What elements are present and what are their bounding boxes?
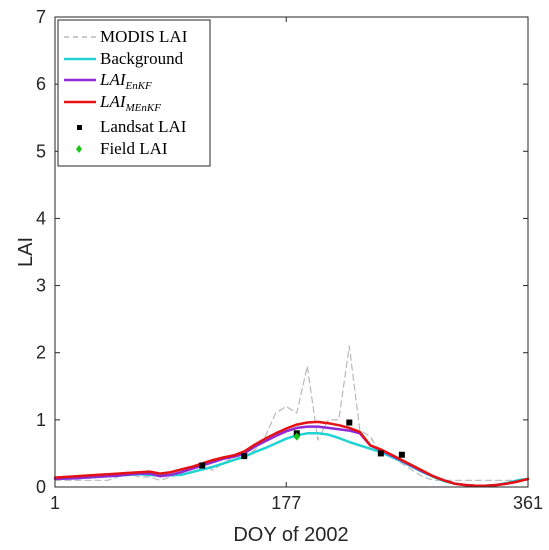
x-tick-label: 1 bbox=[50, 493, 60, 513]
legend-label-menkf: LAIMEnKF bbox=[99, 92, 161, 114]
legend-label-enkf-main: LAI bbox=[99, 70, 127, 89]
x-tick-label: 177 bbox=[271, 493, 301, 513]
landsat-lai-point bbox=[398, 451, 405, 458]
legend-label-background: Background bbox=[100, 49, 184, 68]
legend-label-enkf: LAIEnKF bbox=[99, 70, 152, 92]
y-tick-label: 4 bbox=[36, 208, 46, 228]
legend-swatch-landsat bbox=[77, 125, 82, 130]
legend: MODIS LAI Background LAIEnKF LAIMEnKF La… bbox=[57, 19, 211, 167]
y-tick-label: 1 bbox=[36, 410, 46, 430]
legend-label-menkf-main: LAI bbox=[99, 92, 127, 111]
y-tick-label: 5 bbox=[36, 141, 46, 161]
y-tick-label: 3 bbox=[36, 276, 46, 296]
series-layer bbox=[53, 345, 530, 487]
landsat-lai-point bbox=[241, 453, 248, 460]
legend-swatch-field bbox=[76, 145, 82, 153]
legend-box bbox=[57, 19, 211, 167]
landsat-lai-point bbox=[377, 450, 384, 457]
y-axis-label: LAI bbox=[15, 237, 37, 267]
legend-label-landsat: Landsat LAI bbox=[100, 117, 187, 136]
landsat-lai-point bbox=[346, 419, 353, 426]
y-tick-label: 2 bbox=[36, 343, 46, 363]
landsat-lai-point bbox=[199, 462, 206, 469]
legend-label-enkf-sub: EnKF bbox=[125, 80, 153, 92]
legend-label-modis: MODIS LAI bbox=[100, 27, 188, 46]
field-lai-point bbox=[293, 432, 301, 441]
x-axis-label: DOY of 2002 bbox=[233, 524, 348, 546]
y-tick-label: 7 bbox=[36, 7, 46, 27]
x-tick-label: 361 bbox=[513, 493, 543, 513]
lai-menkf-line bbox=[53, 420, 530, 487]
legend-label-menkf-sub: MEnKF bbox=[125, 102, 162, 114]
legend-label-field: Field LAI bbox=[100, 139, 168, 158]
plot-frame bbox=[54, 16, 529, 488]
y-tick-label: 6 bbox=[36, 74, 46, 94]
y-tick-label: 0 bbox=[36, 477, 46, 497]
